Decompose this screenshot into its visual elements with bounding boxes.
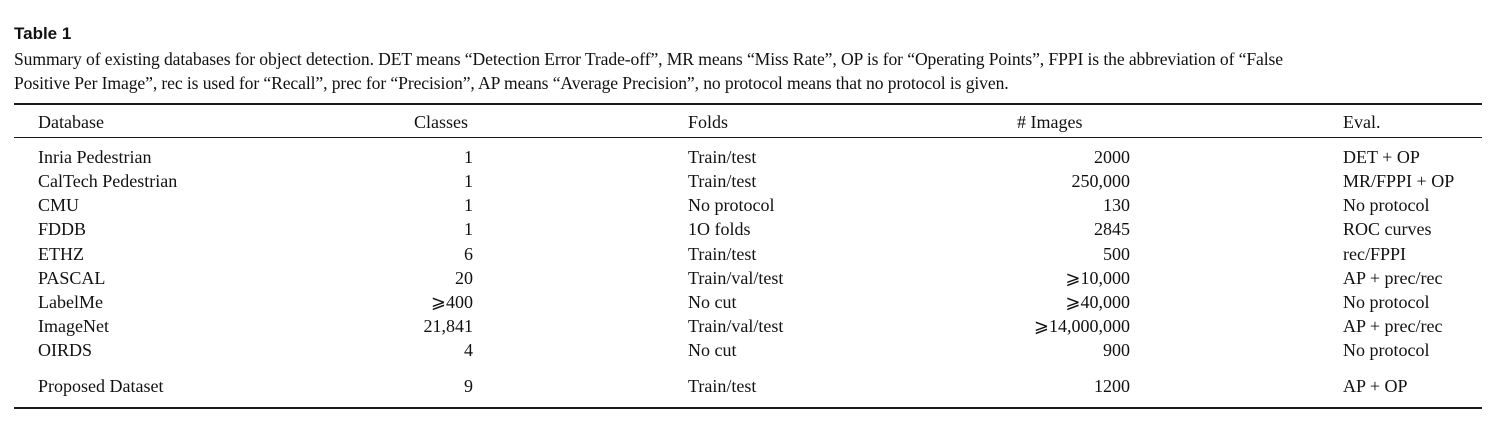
caption-line-1: Summary of existing databases for object… [14,49,1283,69]
cell-database: PASCAL [38,268,106,288]
cell-folds: Train/test [688,171,757,191]
header-database: Database [38,112,104,132]
cell-eval: ROC curves [1343,219,1432,239]
cell-eval: MR/FPPI + OP [1343,171,1455,191]
cell-images: ⩾10,000 [1065,268,1130,288]
cell-images: 900 [1103,340,1130,360]
cell-folds: Train/test [688,147,757,167]
cell-eval: AP + prec/rec [1343,316,1443,336]
cell-classes: 1 [464,147,473,167]
cell-database: FDDB [38,219,87,239]
cell-folds: 1O folds [688,219,751,239]
cell-folds: Train/val/test [688,316,784,336]
cell-eval: AP + prec/rec [1343,268,1443,288]
cell-eval: rec/FPPI [1343,244,1406,264]
cell-classes: 4 [464,340,473,360]
cell-database: CalTech Pedestrian [38,171,178,191]
header-classes: Classes [414,112,468,132]
cell-images: 2000 [1094,147,1130,167]
cell-database: Inria Pedestrian [38,147,152,167]
cell-eval: DET + OP [1343,147,1420,167]
cell-classes: 9 [464,376,473,396]
cell-folds: No cut [688,340,737,360]
cell-database: LabelMe [38,292,103,312]
cell-classes: 1 [464,219,473,239]
header-folds: Folds [688,112,729,132]
cell-images: ⩾40,000 [1065,292,1130,312]
table-bottom-rule [14,407,1482,409]
cell-folds: Train/test [688,376,757,396]
cell-images: 250,000 [1071,171,1131,191]
cell-database: OIRDS [38,340,93,360]
cell-classes: 6 [464,244,473,264]
cell-database: ImageNet [38,316,109,336]
cell-folds: No protocol [688,195,775,215]
cell-classes: 1 [464,195,473,215]
cell-eval: No protocol [1343,195,1430,215]
table-label: Table 1 [14,24,72,43]
cell-images: 500 [1103,244,1130,264]
cell-classes: 1 [464,171,473,191]
cell-images: 130 [1103,195,1130,215]
cell-folds: Train/val/test [688,268,784,288]
header-images: # Images [1017,112,1083,132]
cell-classes: 21,841 [423,316,474,336]
cell-folds: Train/test [688,244,757,264]
cell-folds: No cut [688,292,737,312]
cell-eval: No protocol [1343,292,1430,312]
cell-images: 1200 [1094,376,1130,396]
cell-classes: 20 [455,268,473,288]
cell-images: 2845 [1094,219,1130,239]
cell-eval: AP + OP [1343,376,1408,396]
cell-database: ETHZ [38,244,84,264]
table-top-rule [14,103,1482,105]
caption-line-2: Positive Per Image”, rec is used for “Re… [14,73,1009,93]
cell-database: CMU [38,195,80,215]
cell-database: Proposed Dataset [38,376,164,396]
cell-eval: No protocol [1343,340,1430,360]
table-caption: Summary of existing databases for object… [14,47,1486,95]
header-eval: Eval. [1343,112,1381,132]
table-header-rule [14,137,1482,138]
cell-classes: ⩾400 [430,292,473,312]
cell-images: ⩾14,000,000 [1033,316,1130,336]
